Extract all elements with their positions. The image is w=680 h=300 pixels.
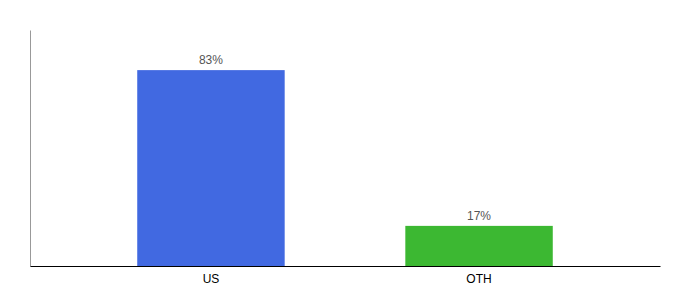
x-tick: US [203,266,220,286]
data-label: 17% [467,209,491,223]
bar [137,70,284,266]
plot: US OTH 83% 17% [31,31,661,286]
x-axis-line [31,266,661,267]
x-tick-label: OTH [466,272,491,286]
x-tick: OTH [466,266,491,286]
y-axis [30,31,31,267]
data-labels: 83% 17% [199,53,491,223]
bars [137,70,553,266]
data-label: 83% [199,53,223,67]
chart: US OTH 83% 17% [0,0,680,300]
bar [405,226,552,266]
x-axis: US OTH [31,266,661,286]
y-axis-line [30,31,31,267]
x-tick-label: US [203,272,220,286]
